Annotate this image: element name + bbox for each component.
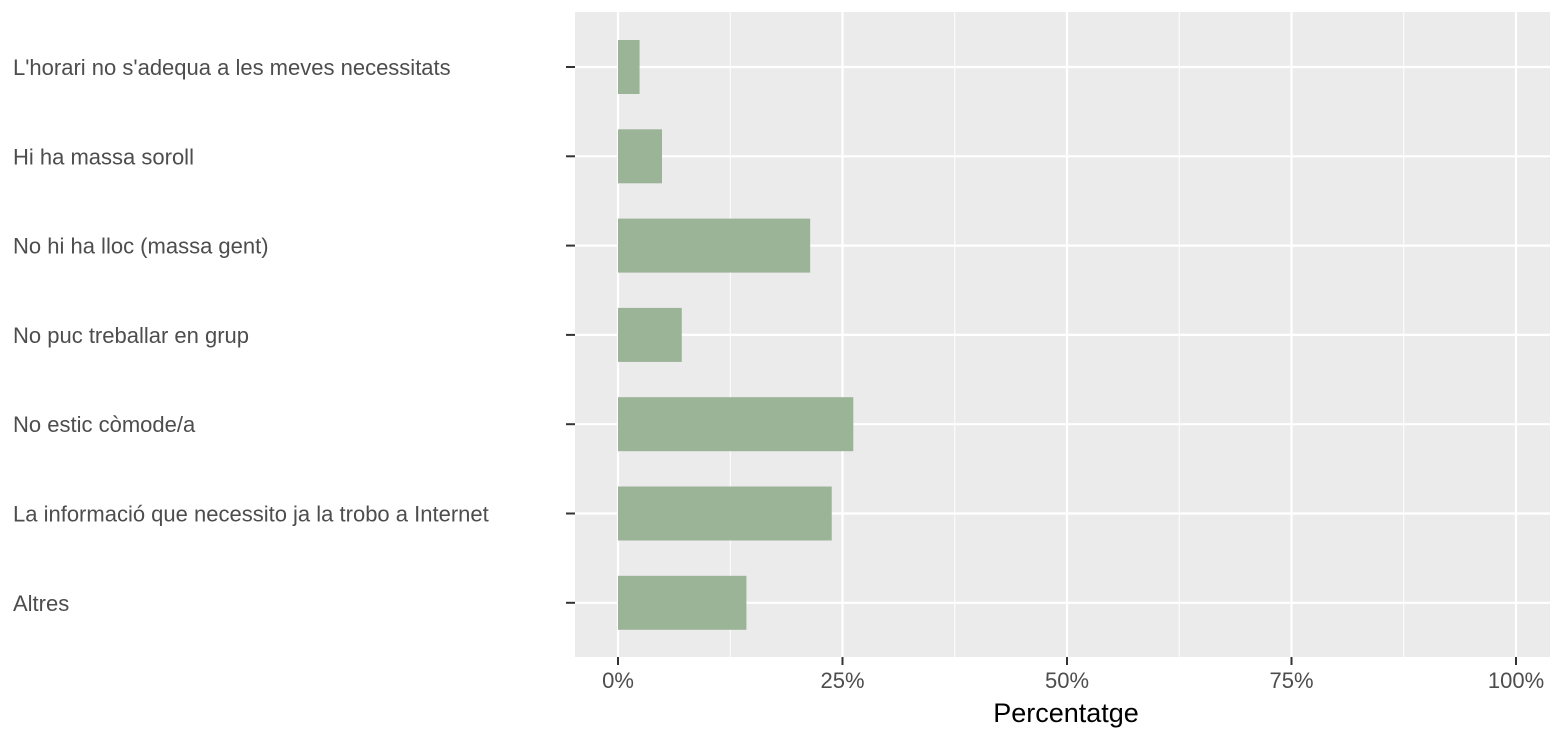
x-axis-labels: 0% 25% 50% 75% 100% — [602, 668, 1544, 693]
y-tick-label: Hi ha massa soroll — [13, 144, 194, 169]
x-tick-label: 25% — [820, 668, 864, 693]
y-tick-label: Altres — [13, 591, 69, 616]
x-tick-label: 50% — [1045, 668, 1089, 693]
bar — [618, 397, 854, 452]
bar — [618, 307, 682, 362]
x-axis-ticks — [617, 657, 1517, 665]
bar — [618, 40, 640, 94]
bar — [618, 129, 663, 184]
y-axis-labels: L'horari no s'adequa a les meves necessi… — [13, 55, 489, 616]
x-tick-label: 100% — [1488, 668, 1544, 693]
bar — [618, 218, 811, 273]
x-tick-label: 0% — [602, 668, 634, 693]
y-tick-label: No estic còmode/a — [13, 412, 196, 437]
y-axis-ticks — [566, 66, 575, 604]
bar — [618, 575, 747, 630]
y-tick-label: No hi ha lloc (massa gent) — [13, 234, 269, 259]
y-tick-label: L'horari no s'adequa a les meves necessi… — [13, 55, 451, 80]
x-axis-title: Percentatge — [993, 698, 1139, 728]
x-tick-label: 75% — [1269, 668, 1313, 693]
bars — [618, 40, 854, 630]
y-tick-label: La informació que necessito ja la trobo … — [13, 502, 489, 527]
bar — [618, 486, 832, 541]
y-tick-label: No puc treballar en grup — [13, 323, 249, 348]
